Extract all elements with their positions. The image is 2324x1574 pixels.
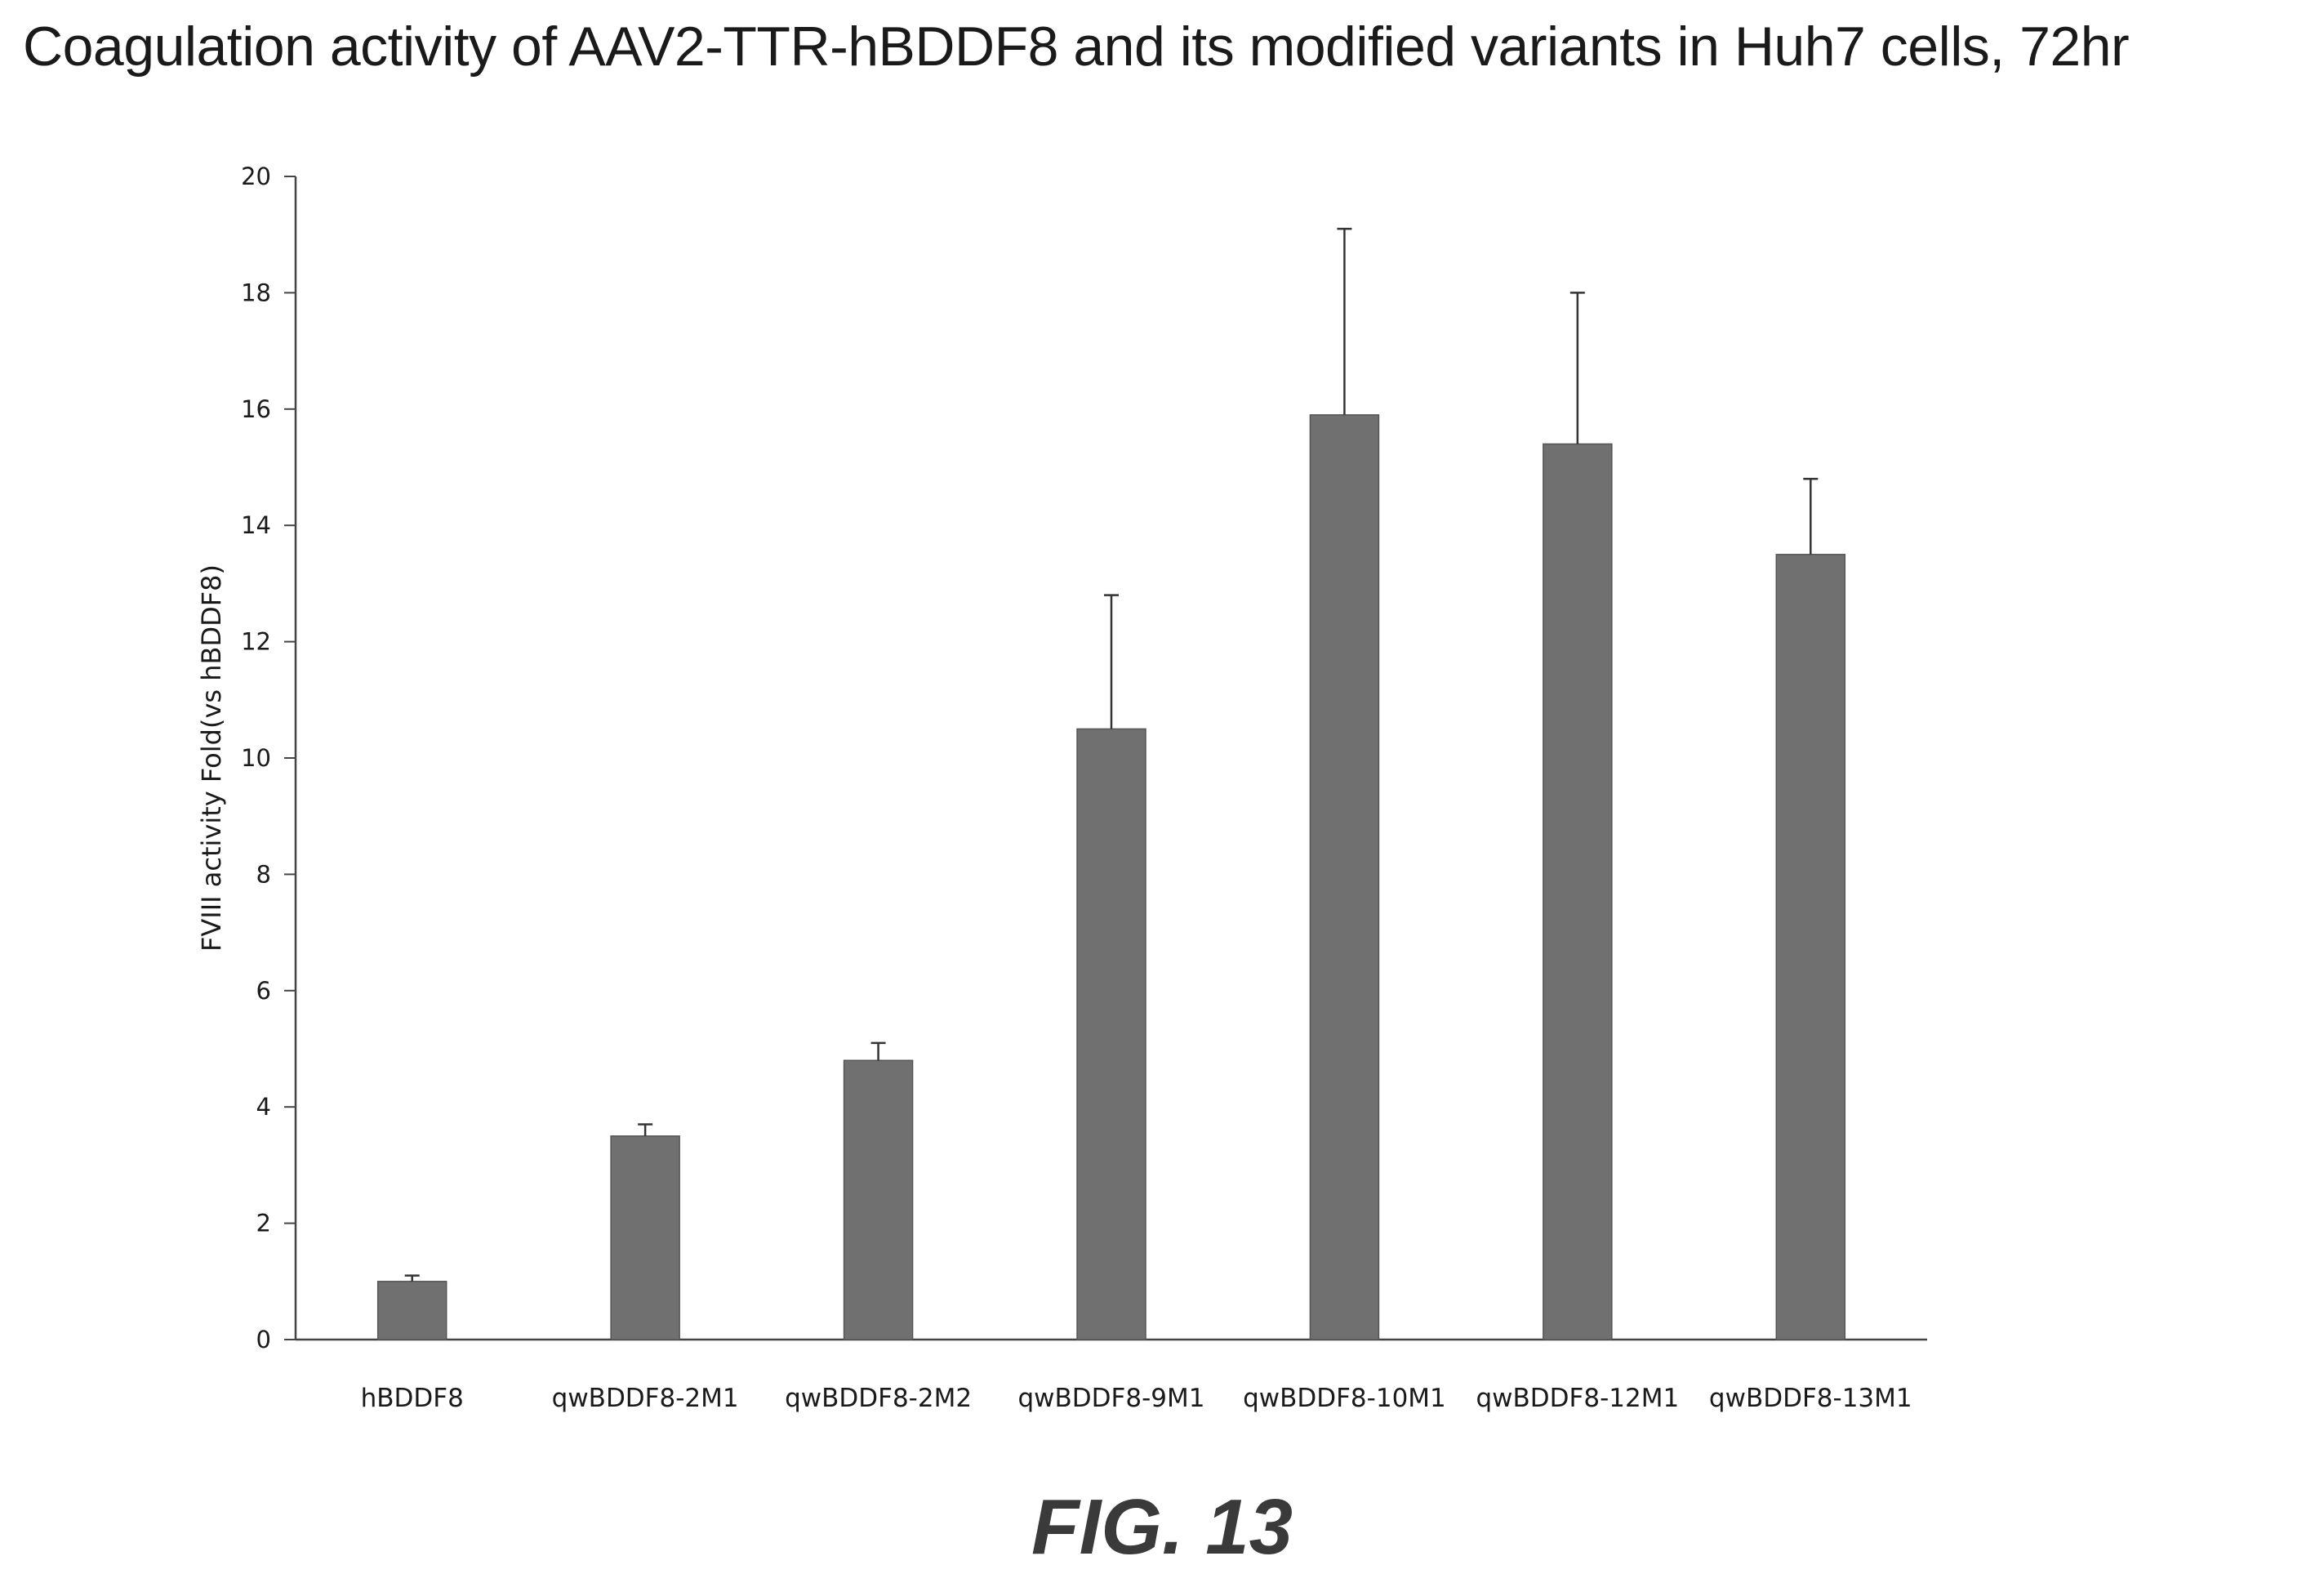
- y-tick-label: 16: [241, 395, 271, 423]
- bar: [1309, 414, 1380, 1340]
- y-tick-label: 8: [256, 860, 271, 888]
- category-label: qwBDDF8-2M1: [552, 1384, 739, 1413]
- bar: [376, 1281, 447, 1340]
- y-tick-label: 18: [241, 279, 271, 306]
- y-tick-label: 14: [241, 511, 271, 539]
- bar: [1775, 554, 1846, 1340]
- bars-group: [376, 414, 1846, 1340]
- figure-label: FIG. 13: [1031, 1483, 1293, 1571]
- category-label: qwBDDF8-2M2: [785, 1384, 972, 1413]
- category-label: qwBDDF8-12M1: [1476, 1384, 1680, 1413]
- y-tick-label: 0: [256, 1326, 271, 1353]
- bar: [1543, 443, 1613, 1340]
- chart-title: Coagulation activity of AAV2-TTR-hBDDF8 …: [23, 16, 2130, 78]
- y-tick-label: 2: [256, 1210, 271, 1237]
- bar: [843, 1059, 914, 1340]
- category-label: qwBDDF8-10M1: [1243, 1384, 1446, 1413]
- error-bars-group: [404, 227, 1819, 1282]
- category-label: hBDDF8: [361, 1384, 464, 1413]
- y-tick-label: 10: [241, 744, 271, 772]
- y-tick-label: 6: [256, 977, 271, 1005]
- y-tick-label: 4: [256, 1093, 271, 1121]
- bar: [1076, 728, 1146, 1340]
- y-axis-label: FVIII activity Fold(vs hBDDF8): [196, 564, 227, 952]
- bar: [610, 1135, 680, 1340]
- y-ticks-group: 0 2 4 6 8 10 12 14 16 18 20: [241, 163, 296, 1353]
- y-tick-label: 12: [241, 628, 271, 656]
- y-tick-label: 20: [241, 163, 271, 190]
- category-labels-group: hBDDF8 qwBDDF8-2M1 qwBDDF8-2M2 qwBDDF8-9M1 q…: [361, 1384, 1912, 1413]
- category-label: qwBDDF8-13M1: [1709, 1384, 1912, 1413]
- category-label: qwBDDF8-9M1: [1018, 1384, 1205, 1413]
